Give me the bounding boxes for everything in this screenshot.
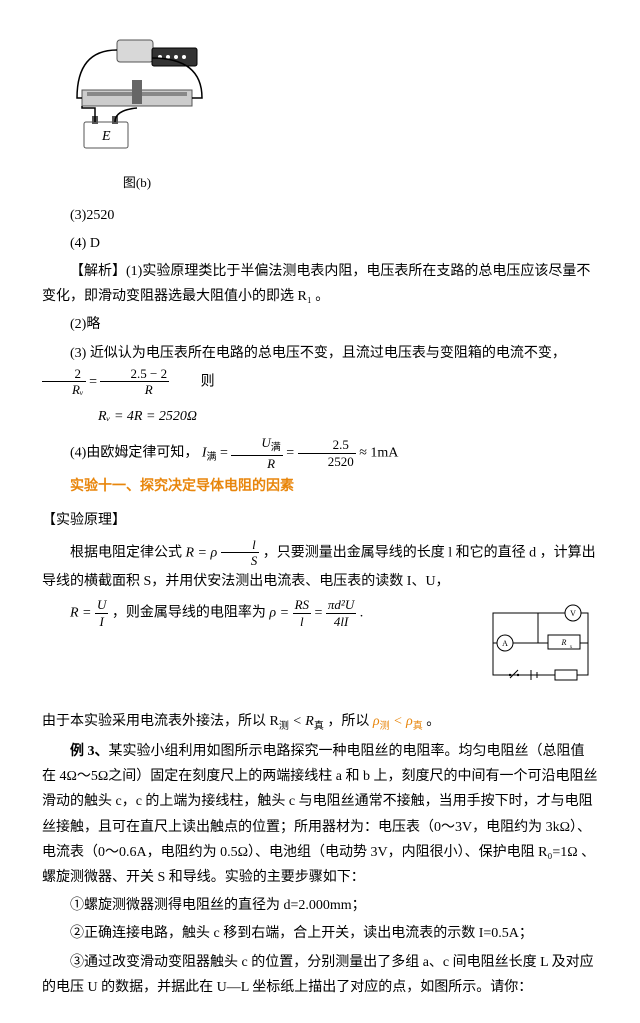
- experiment-title: 实验十一、探究决定导体电阻的因素: [42, 474, 598, 499]
- answer-4: (4) D: [42, 231, 598, 256]
- analysis-p2: (2)略: [42, 312, 598, 337]
- svg-text:A: A: [502, 639, 508, 648]
- analysis-p4-frac1: U满R: [231, 435, 282, 471]
- svg-text:V: V: [570, 609, 576, 618]
- analysis-p3-tail: 则: [173, 374, 215, 389]
- example-3-step2: ②正确连接电路，触头 c 移到右端，合上开关，读出电流表的示数 I=0.5A；: [42, 921, 598, 946]
- principle-eq-rui: UI: [95, 597, 108, 629]
- answer-3: (3)2520: [42, 203, 598, 228]
- figure-b-caption: 图(b): [62, 171, 212, 194]
- principle-head: 【实验原理】: [42, 507, 598, 532]
- principle-p1: 根据电阻定律公式 R = ρ lS ，只要测量出金属导线的长度 l 和它的直径 …: [42, 537, 598, 594]
- example-3-body: 某实验小组利用如图所示电路探究一种电阻丝的电阻率。均匀电阻丝（总阻值在 4Ω～5…: [42, 744, 598, 885]
- analysis-p3: (3) 近似认为电压表所在电路的总电压不变，且流过电压表与变阻箱的电流不变， 2…: [42, 341, 598, 398]
- principle-p3: 由于本实验采用电流表外接法，所以 R测 < R真 ，所以 ρ测 < ρ真 。: [42, 709, 598, 736]
- principle-eq-rrho: lS: [221, 537, 260, 569]
- principle-eq-rho2: πd²U4lI: [326, 597, 356, 629]
- principle-eq-rho1: RSl: [293, 597, 311, 629]
- analysis-p4-frac2: 2.52520: [298, 437, 356, 469]
- analysis-p3-text: (3) 近似认为电压表所在电路的总电压不变，且流过电压表与变阻箱的电流不变，: [70, 346, 566, 361]
- example-3-title: 例 3、: [70, 744, 109, 759]
- example-3: 例 3、某实验小组利用如图所示电路探究一种电阻丝的电阻率。均匀电阻丝（总阻值在 …: [42, 739, 598, 890]
- analysis-eq3-lhs: 2Rᵥ: [42, 366, 86, 398]
- figure-b: E 图(b): [62, 30, 598, 195]
- analysis-p1: 【解析】(1)实验原理类比于半偏法测电表内阻，电压表所在支路的总电压应该尽量不变…: [42, 259, 598, 309]
- analysis-eq3-rhs: 2.5 − 2R: [100, 366, 169, 398]
- analysis-p4: (4)由欧姆定律可知， I满 = U满R = 2.52520 ≈ 1mA: [42, 435, 598, 471]
- svg-text:E: E: [101, 129, 111, 144]
- analysis-eq3c: Rᵥ = 4R = 2520Ω: [98, 404, 598, 429]
- example-3-step1: ①螺旋测微器测得电阻丝的直径为 d=2.000mm；: [42, 893, 598, 918]
- example-3-step3: ③通过改变滑动变阻器触头 c 的位置，分别测量出了多组 a、c 间电阻丝长度 L…: [42, 950, 598, 1000]
- circuit-diagram: V R x A: [483, 603, 598, 702]
- svg-text:R: R: [561, 638, 567, 647]
